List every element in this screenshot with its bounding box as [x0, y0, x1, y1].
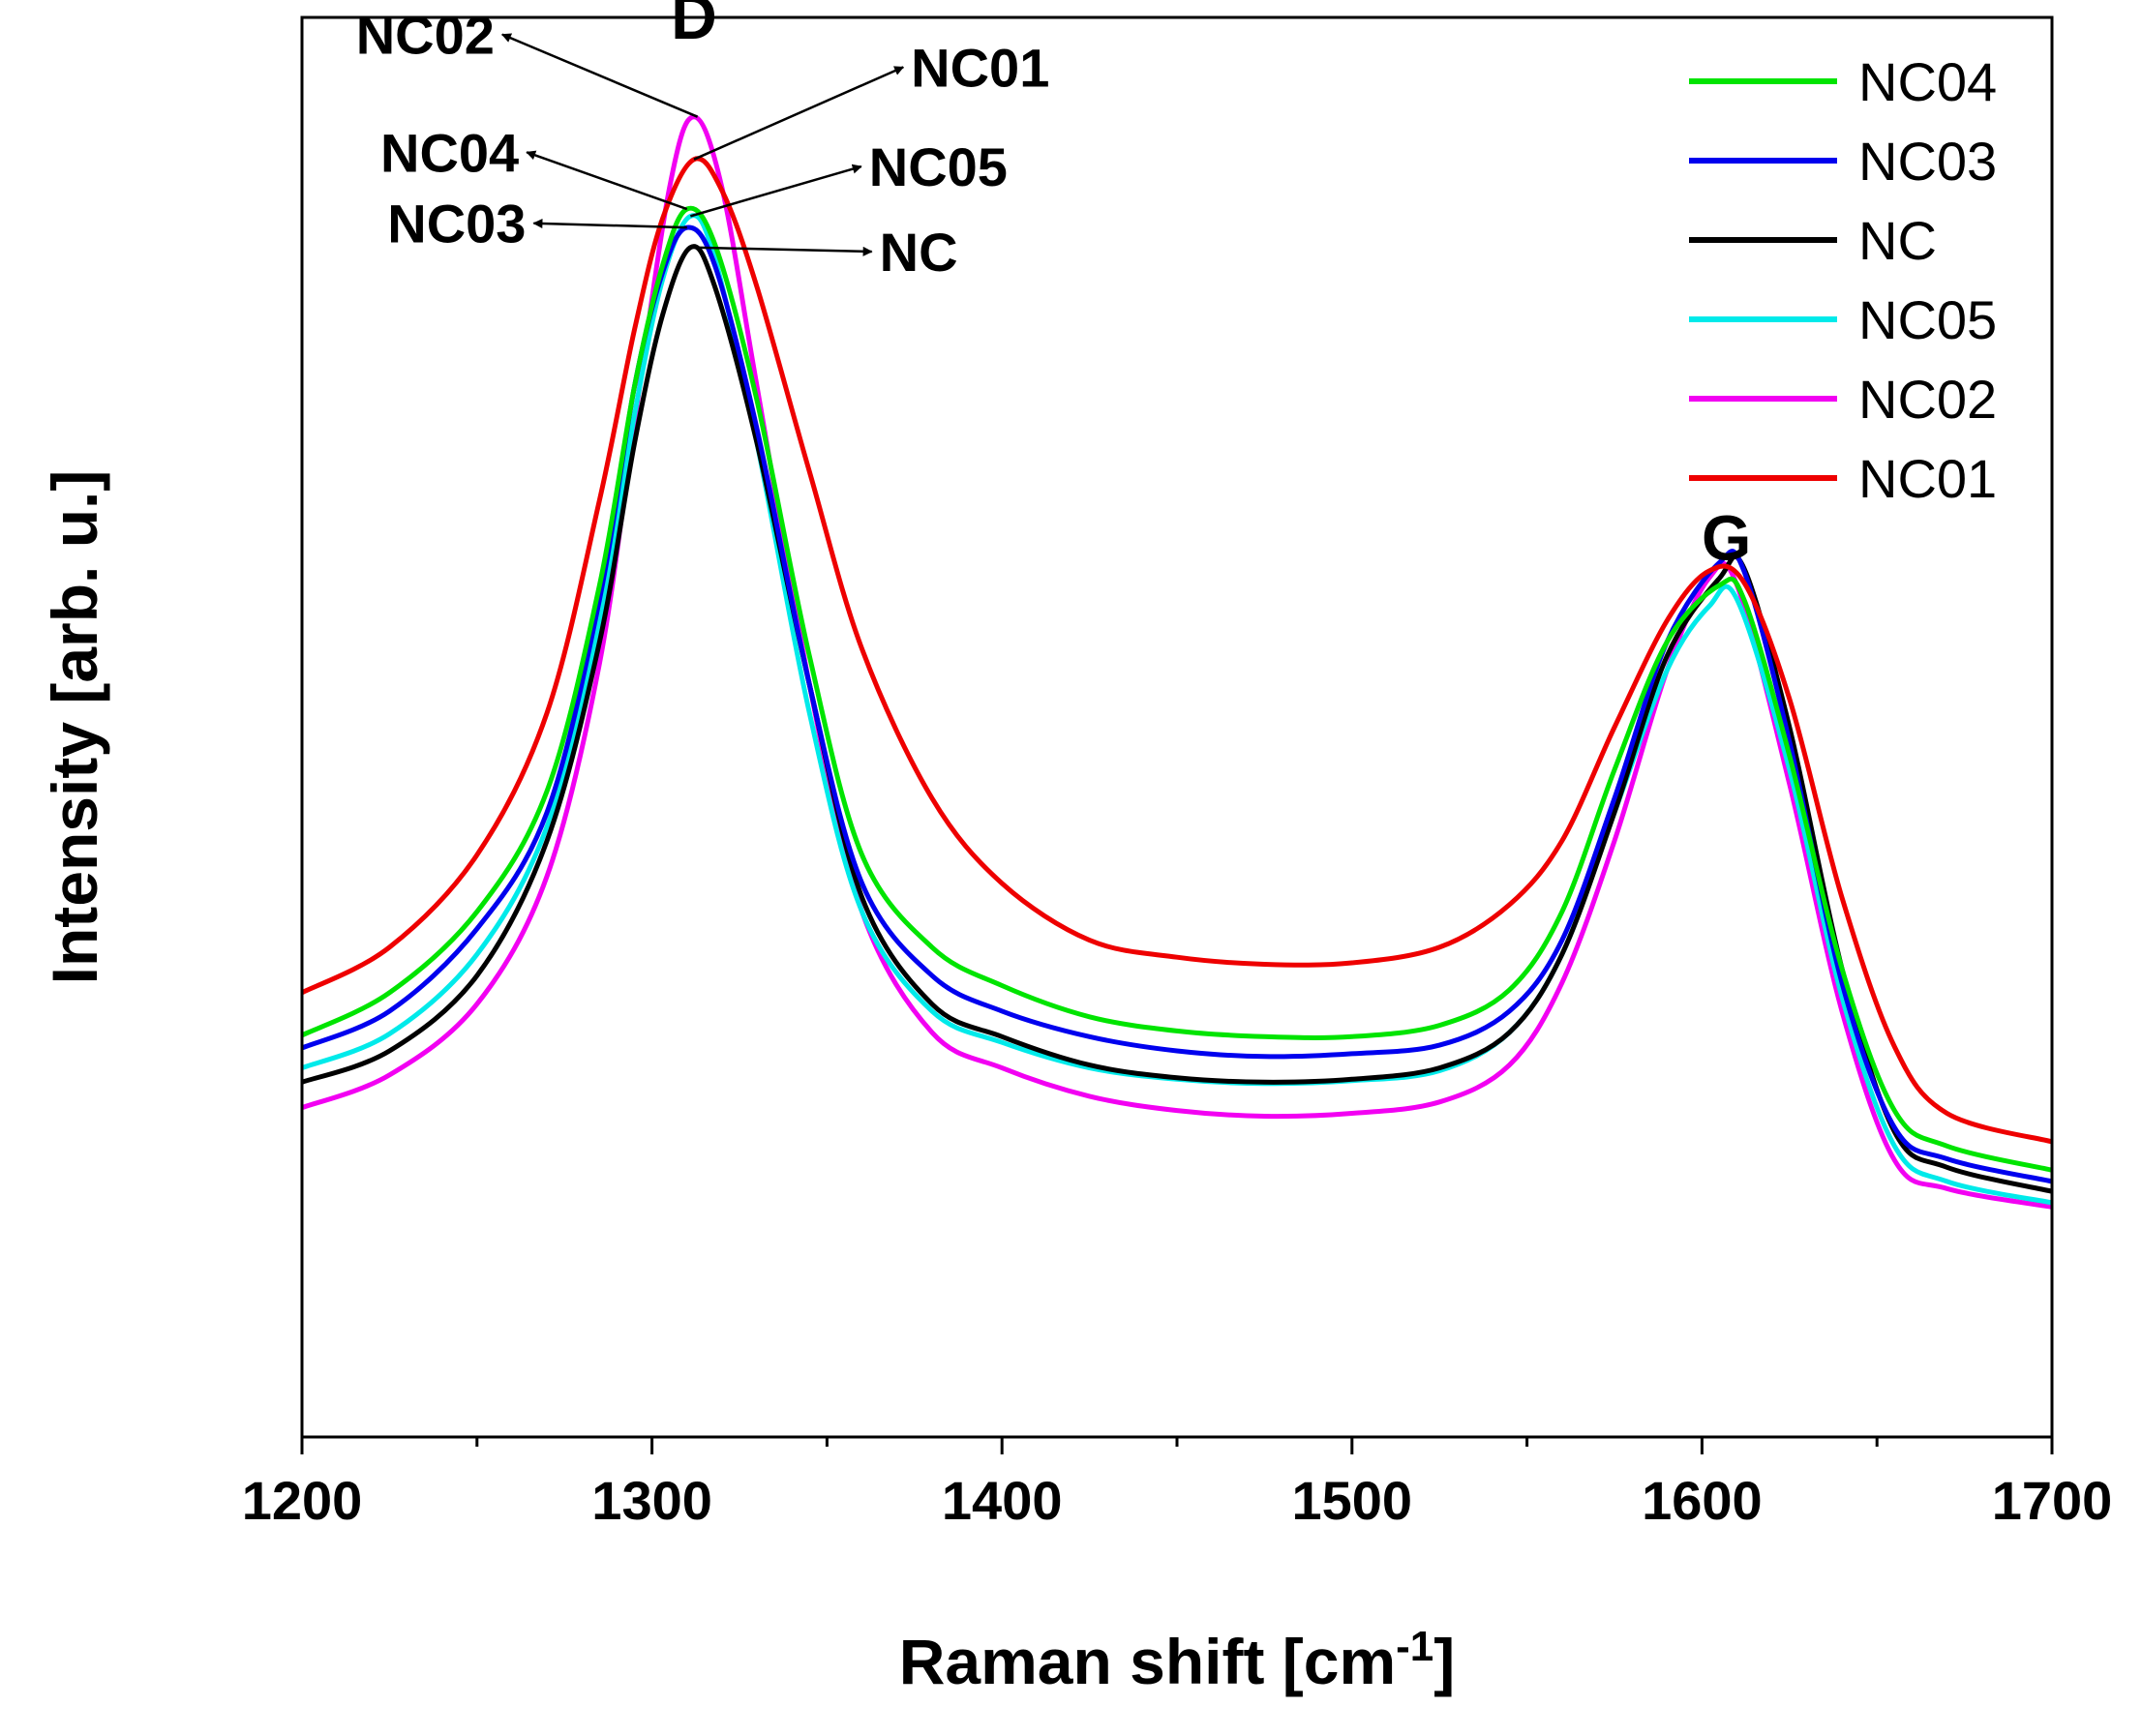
- series-line-nc04: [300, 205, 2053, 1173]
- legend-label-nc: NC: [1858, 210, 1937, 271]
- annotation-label-nc05: NC05: [869, 136, 1008, 197]
- x-tick-label: 1400: [942, 1470, 1063, 1531]
- ticks-layer: 1200 1300 1400 1500 1600 1700: [242, 1437, 2113, 1531]
- annotation-label-nc02: NC02: [356, 5, 495, 66]
- legend-label-nc05: NC05: [1858, 289, 1997, 350]
- x-tick-label: 1500: [1292, 1470, 1413, 1531]
- legend-label-nc04: NC04: [1858, 51, 1997, 112]
- legend-label-nc03: NC03: [1858, 131, 1997, 192]
- annotation-arrow-nc01: [693, 66, 905, 161]
- x-tick-label: 1300: [591, 1470, 712, 1531]
- x-axis-title-main: Raman shift [cm: [899, 1626, 1396, 1697]
- series-line-nc01: [300, 156, 2053, 1145]
- legend-label-nc01: NC01: [1858, 448, 1997, 509]
- legend: NC04 NC03 NC NC05 NC02 NC01: [1689, 51, 1997, 509]
- series-layer: [300, 114, 2053, 1210]
- annotation-arrow-nc04: [526, 150, 688, 211]
- x-tick-label: 1600: [1642, 1470, 1763, 1531]
- x-axis-title-end: ]: [1433, 1626, 1455, 1697]
- peak-label-g: G: [1702, 501, 1751, 573]
- peak-label-d: D: [671, 0, 717, 52]
- x-axis-title: Raman shift [cm-1]: [899, 1623, 1456, 1697]
- x-tick-label: 1200: [242, 1470, 363, 1531]
- y-axis-title: Intensity [arb. u.]: [39, 470, 110, 985]
- x-tick-label: 1700: [1992, 1470, 2113, 1531]
- annotation-label-nc04: NC04: [380, 122, 519, 183]
- annotation-arrow-nc: [690, 246, 873, 256]
- annotation-arrow-nc02: [500, 33, 699, 118]
- x-axis-title-sup: -1: [1396, 1623, 1433, 1670]
- annotation-label-nc03: NC03: [387, 194, 526, 254]
- annotation-label-nc: NC: [880, 222, 958, 283]
- annotations-layer: D G NC02 NC01 NC04 NC05 NC03 NC: [356, 0, 1752, 573]
- series-line-nc05: [301, 213, 2053, 1206]
- annotation-arrow-nc05: [690, 164, 862, 218]
- annotation-label-nc01: NC01: [911, 37, 1049, 98]
- annotation-arrow-nc03: [532, 218, 687, 229]
- legend-label-nc02: NC02: [1858, 369, 1997, 430]
